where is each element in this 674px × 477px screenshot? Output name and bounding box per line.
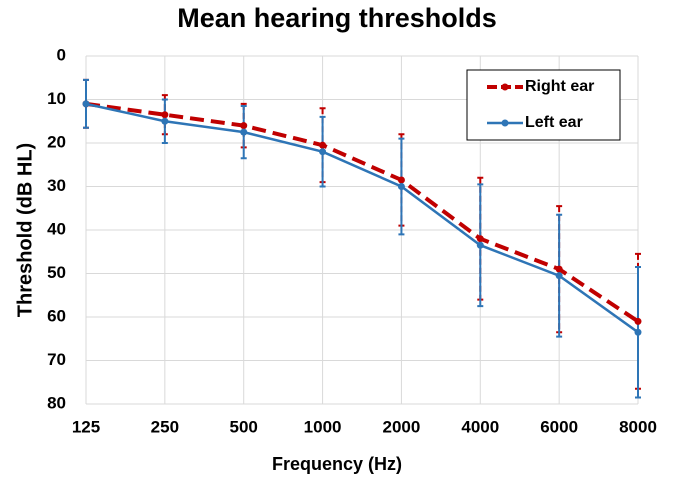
point [319,141,327,149]
point [634,317,642,325]
point [555,272,563,280]
point [161,117,169,125]
x-tick-label: 6000 [540,417,578,436]
series-line [85,101,640,324]
point [555,265,563,273]
point [476,241,484,249]
y-tick-label: 20 [47,132,66,151]
legend-marker [501,83,509,91]
point [319,148,327,156]
point [397,176,405,184]
x-axis-label: Frequency (Hz) [272,454,402,474]
y-axis-label: Threshold (dB HL) [14,143,36,317]
point [476,235,484,243]
x-tick-label: 125 [72,417,100,436]
y-tick-label: 80 [47,393,66,412]
x-tick-label: 2000 [383,417,421,436]
series-line [85,102,639,334]
legend-label: Right ear [525,78,594,95]
point [397,183,405,190]
point [161,111,169,119]
point [240,128,248,136]
legend-label: Left ear [525,114,583,131]
x-tick-label: 250 [151,417,179,436]
point [634,328,642,336]
y-tick-label: 30 [47,176,66,195]
legend-box [466,69,621,141]
x-tick-label: 4000 [461,417,499,436]
y-tick-label: 60 [47,306,66,325]
y-tick-label: 10 [47,89,66,108]
y-tick-label: 0 [57,45,66,64]
x-tick-label: 8000 [619,417,657,436]
legend-marker [501,119,509,127]
x-tick-label: 500 [230,417,258,436]
y-tick-label: 70 [47,350,66,369]
point [82,100,90,108]
y-tick-label: 40 [47,219,66,238]
x-tick-label: 1000 [304,417,342,436]
y-tick-label: 50 [47,263,66,282]
point [240,122,248,130]
chart-title: Mean hearing thresholds [177,3,497,33]
